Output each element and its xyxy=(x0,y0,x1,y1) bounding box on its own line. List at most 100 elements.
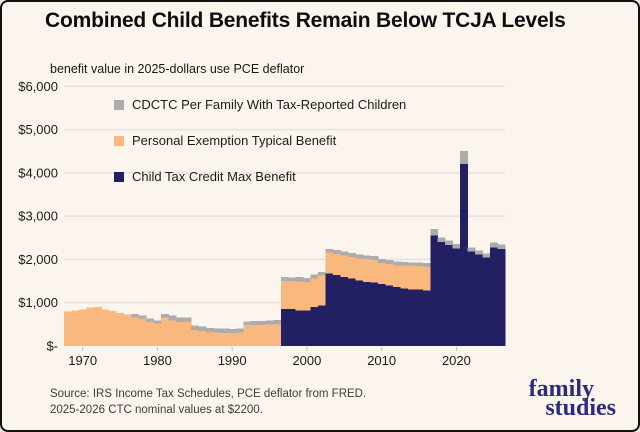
x-axis-label: 2020 xyxy=(442,353,471,368)
bar-segment xyxy=(71,310,80,346)
x-axis-label: 1970 xyxy=(68,353,97,368)
bar-segment xyxy=(340,276,349,346)
bar-segment xyxy=(355,280,364,346)
bar-segment xyxy=(206,332,214,346)
bar-segment xyxy=(460,163,469,346)
chart-subtitle: benefit value in 2025-dollars use PCE de… xyxy=(50,62,305,76)
bar-segment xyxy=(138,318,147,346)
bar-segment xyxy=(392,265,401,288)
bar-segment xyxy=(318,271,327,276)
bar-segment xyxy=(377,258,386,263)
bar-segment xyxy=(235,328,244,333)
chart-title: Combined Child Benefits Remain Below TCJ… xyxy=(45,9,566,32)
bars xyxy=(64,151,506,346)
bar-segment xyxy=(333,275,341,346)
bar-segment xyxy=(288,277,297,282)
x-axis-label: 2010 xyxy=(367,353,396,368)
bar-segment xyxy=(467,247,476,252)
source-line-2: 2025-2026 CTC nominal values at $2200. xyxy=(50,403,263,416)
bar-segment xyxy=(460,151,469,164)
bar-segment xyxy=(482,257,491,346)
bar-segment xyxy=(445,245,454,346)
bar-segment xyxy=(220,332,229,346)
bar-segment xyxy=(355,258,364,281)
bar-segment xyxy=(407,262,416,266)
y-axis-label: $3,000 xyxy=(18,209,58,224)
bar-segment xyxy=(265,320,274,325)
bar-segment xyxy=(303,310,312,346)
bar-segment xyxy=(415,266,424,290)
bar-segment xyxy=(430,235,439,346)
bar-segment xyxy=(280,308,289,346)
x-axis-label: 1980 xyxy=(143,353,172,368)
bar-segment xyxy=(318,275,327,306)
bar-segment xyxy=(385,263,394,286)
x-axis-label: 2000 xyxy=(292,353,321,368)
bar-segment xyxy=(340,251,349,256)
legend-item-personal-exemption: Personal Exemption Typical Benefit xyxy=(114,133,406,148)
bar-segment xyxy=(235,332,244,346)
bar-segment xyxy=(280,280,289,309)
y-axis-label: $- xyxy=(46,339,58,354)
bar-segment xyxy=(183,317,192,322)
bar-segment xyxy=(407,265,416,290)
bar-segment xyxy=(422,267,431,291)
bar-segment xyxy=(445,240,454,246)
bar-segment xyxy=(355,254,364,259)
bar-segment xyxy=(430,229,439,236)
bar-segment xyxy=(467,251,476,346)
logo-line-1: family xyxy=(528,376,594,402)
y-axis-label: $4,000 xyxy=(18,165,58,180)
bar-segment xyxy=(295,310,304,346)
bar-segment xyxy=(475,250,483,255)
bar-segment xyxy=(348,256,356,279)
bar-segment xyxy=(146,321,155,346)
bar-segment xyxy=(108,311,117,346)
bar-segment xyxy=(93,306,102,346)
bar-segment xyxy=(228,328,237,334)
bar-segment xyxy=(325,252,334,274)
bar-segment xyxy=(415,289,424,346)
bar-segment xyxy=(310,278,319,308)
bar-segment xyxy=(206,327,214,333)
bar-segment xyxy=(213,328,222,333)
bar-segment xyxy=(228,333,237,346)
bar-segment xyxy=(452,244,461,249)
bar-segment xyxy=(422,290,431,346)
bar-segment xyxy=(490,242,498,248)
bar-segment xyxy=(138,315,147,319)
bar-segment xyxy=(161,317,170,346)
bar-segment xyxy=(220,328,229,333)
cdctc-swatch-icon xyxy=(114,99,124,110)
bar-segment xyxy=(86,307,95,346)
bar-segment xyxy=(243,325,252,346)
legend: CDCTC Per Family With Tax-Reported Child… xyxy=(114,97,406,184)
bar-segment xyxy=(422,263,431,268)
source-note: Source: IRS Income Tax Schedules, PCE de… xyxy=(50,387,366,419)
y-axis-label: $5,000 xyxy=(18,122,58,137)
legend-item-ctc: Child Tax Credit Max Benefit xyxy=(114,169,406,184)
bar-segment xyxy=(265,324,274,346)
bar-segment xyxy=(250,321,259,326)
bar-segment xyxy=(78,309,87,346)
bar-segment xyxy=(370,259,379,283)
bar-segment xyxy=(183,321,192,346)
bar-segment xyxy=(243,321,252,326)
bar-segment xyxy=(400,288,409,346)
legend-label-ctc: Child Tax Credit Max Benefit xyxy=(132,169,296,184)
bar-segment xyxy=(250,325,259,346)
bar-segment xyxy=(385,285,394,346)
y-axis-label: $6,000 xyxy=(18,79,58,94)
bar-segment xyxy=(310,274,319,279)
bar-segment xyxy=(273,320,282,324)
bar-segment xyxy=(310,307,319,346)
bar-segment xyxy=(198,326,207,331)
bar-segment xyxy=(362,281,371,346)
bar-segment xyxy=(146,318,155,322)
bar-segment xyxy=(392,261,401,266)
family-studies-logo: family studies xyxy=(528,376,616,420)
bar-segment xyxy=(407,289,416,346)
bar-segment xyxy=(295,281,304,311)
legend-label-personal-exemption: Personal Exemption Typical Benefit xyxy=(132,133,337,148)
